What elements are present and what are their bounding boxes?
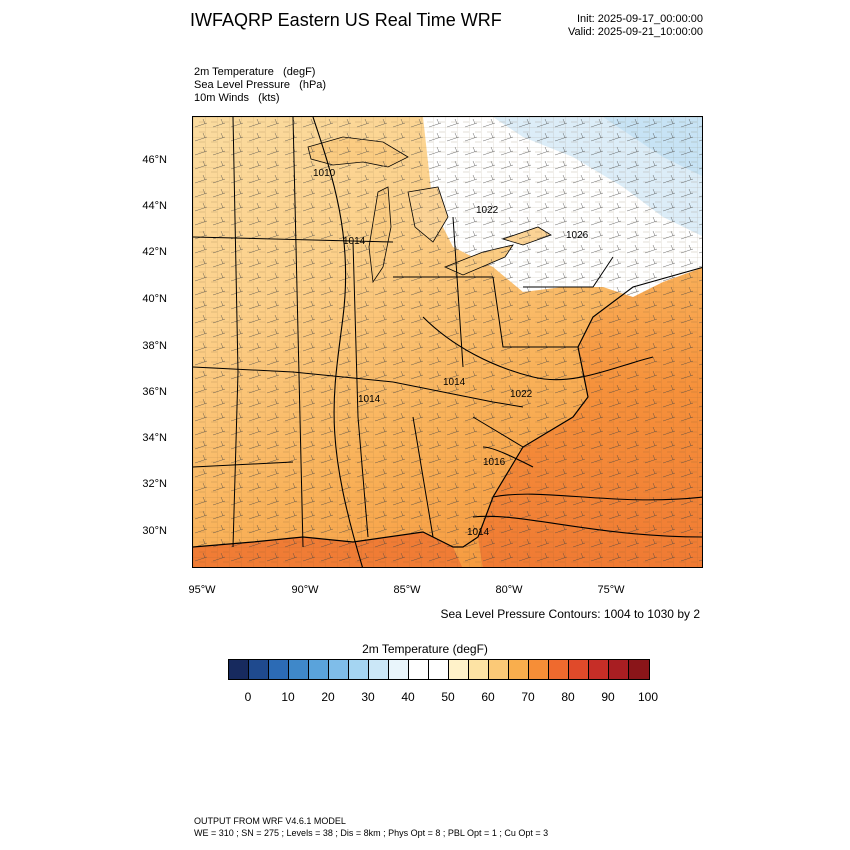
- pressure-label: 1016: [483, 457, 506, 468]
- colorbar-swatch: [489, 660, 509, 679]
- lon-label: 75°W: [597, 584, 625, 596]
- colorbar-tick-label: 30: [361, 690, 375, 704]
- colorbar: [228, 659, 650, 680]
- lat-label: 42°N: [142, 246, 167, 258]
- pressure-label-group: 1010 1022 1014 1026 1014 1014 1022 1016 …: [313, 168, 589, 538]
- pressure-label: 1014: [343, 236, 366, 247]
- colorbar-tick-label: 100: [637, 690, 659, 704]
- pressure-label: 1022: [510, 389, 533, 400]
- pressure-label: 1022: [476, 205, 499, 216]
- lat-label: 36°N: [142, 386, 167, 398]
- valid-time: Valid: 2025-09-21_10:00:00: [568, 26, 703, 38]
- colorbar-swatch: [549, 660, 569, 679]
- lat-label: 46°N: [142, 154, 167, 166]
- lat-label: 38°N: [142, 340, 167, 352]
- colorbar-tick-label: 50: [441, 690, 455, 704]
- colorbar-swatch: [409, 660, 429, 679]
- field-label-temperature: 2m Temperature (degF): [194, 66, 316, 78]
- slp-contour-note: Sea Level Pressure Contours: 1004 to 103…: [440, 607, 701, 621]
- colorbar-tick-label: 0: [244, 690, 252, 704]
- footer-model: OUTPUT FROM WRF V4.6.1 MODEL: [194, 816, 346, 826]
- colorbar-swatch: [609, 660, 629, 679]
- colorbar-tick-label: 40: [401, 690, 415, 704]
- chart-title: IWFAQRP Eastern US Real Time WRF: [190, 10, 502, 30]
- pressure-label: 1010: [313, 168, 336, 179]
- coastline: [193, 266, 702, 548]
- init-time: Init: 2025-09-17_00:00:00: [577, 13, 703, 25]
- colorbar-swatch: [349, 660, 369, 679]
- footer-config: WE = 310 ; SN = 275 ; Levels = 38 ; Dis …: [194, 828, 549, 838]
- colorbar-swatch: [529, 660, 549, 679]
- isobars: [312, 117, 702, 567]
- pressure-label: 1014: [443, 377, 466, 388]
- field-label-pressure: Sea Level Pressure (hPa): [194, 79, 327, 91]
- lat-label: 44°N: [142, 200, 167, 212]
- colorbar-swatch: [449, 660, 469, 679]
- lon-label: 95°W: [188, 584, 216, 596]
- colorbar-swatch: [589, 660, 609, 679]
- weather-map: 1010 1022 1014 1026 1014 1014 1022 1016 …: [192, 116, 703, 568]
- colorbar-swatch: [229, 660, 249, 679]
- lat-label: 32°N: [142, 478, 167, 490]
- colorbar-swatch: [629, 660, 649, 679]
- colorbar-swatch: [309, 660, 329, 679]
- colorbar-swatch: [329, 660, 349, 679]
- colorbar-tick-label: 20: [321, 690, 335, 704]
- lon-label: 85°W: [393, 584, 421, 596]
- colorbar-swatch: [249, 660, 269, 679]
- pressure-label: 1014: [358, 394, 381, 405]
- colorbar-tick-label: 90: [601, 690, 615, 704]
- colorbar-tick-label: 10: [281, 690, 295, 704]
- colorbar-swatch: [509, 660, 529, 679]
- colorbar-tick-label: 70: [521, 690, 535, 704]
- lat-label: 40°N: [142, 293, 167, 305]
- colorbar-swatch: [469, 660, 489, 679]
- lon-label: 80°W: [495, 584, 523, 596]
- map-canvas: 1010 1022 1014 1026 1014 1014 1022 1016 …: [193, 117, 702, 567]
- colorbar-tick-label: 80: [561, 690, 575, 704]
- colorbar-swatch: [369, 660, 389, 679]
- colorbar-swatch: [429, 660, 449, 679]
- pressure-label: 1026: [566, 230, 589, 241]
- colorbar-swatch: [389, 660, 409, 679]
- lat-label: 34°N: [142, 432, 167, 444]
- lon-label: 90°W: [291, 584, 319, 596]
- state-borders: [193, 117, 614, 548]
- colorbar-swatch: [569, 660, 589, 679]
- colorbar-swatch: [269, 660, 289, 679]
- field-label-winds: 10m Winds (kts): [194, 92, 280, 104]
- pressure-label: 1014: [467, 527, 490, 538]
- colorbar-title: 2m Temperature (degF): [362, 642, 488, 656]
- colorbar-tick-label: 60: [481, 690, 495, 704]
- colorbar-swatch: [289, 660, 309, 679]
- lat-label: 30°N: [142, 525, 167, 537]
- wind-barbs: [193, 117, 702, 567]
